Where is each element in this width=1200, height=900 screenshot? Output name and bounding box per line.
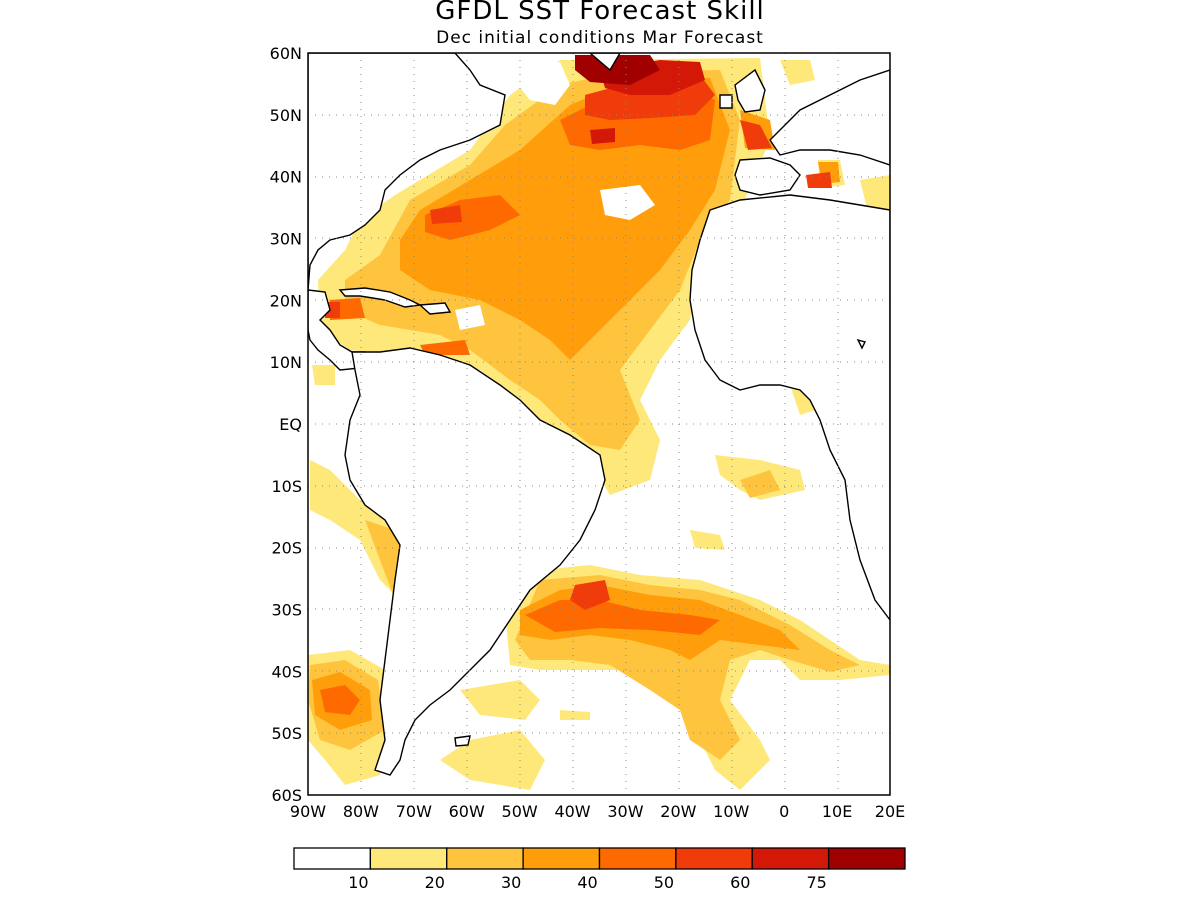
lon-tick-label: 20E xyxy=(875,802,905,821)
lon-tick-label: 10W xyxy=(713,802,749,821)
land-outlines xyxy=(308,53,890,776)
map-subtitle: Dec initial conditions Mar Forecast xyxy=(436,28,764,48)
colorbar-level-label: 10 xyxy=(348,873,368,892)
lat-tick-label: 20N xyxy=(270,291,302,310)
colorbar-swatch xyxy=(827,847,906,870)
lat-tick-label: 40S xyxy=(271,662,302,681)
colorbar-level-label: 30 xyxy=(501,873,521,892)
lat-tick-label: 50S xyxy=(271,724,302,743)
colorbar-swatch xyxy=(369,847,448,870)
lon-tick-label: 50W xyxy=(502,802,538,821)
lon-tick-label: 90W xyxy=(290,802,326,821)
lat-tick-label: EQ xyxy=(279,415,302,434)
map-title: GFDL SST Forecast Skill xyxy=(435,0,765,26)
lon-tick-label: 10E xyxy=(822,802,852,821)
lon-tick-label: 0 xyxy=(779,802,789,821)
lat-tick-label: 10S xyxy=(271,477,302,496)
colorbar-swatch xyxy=(598,847,677,870)
lon-tick-label: 70W xyxy=(396,802,432,821)
colorbar-level-label: 50 xyxy=(654,873,674,892)
lat-tick-label: 60S xyxy=(271,786,302,805)
colorbar-swatch xyxy=(751,847,830,870)
lon-tick-label: 20W xyxy=(660,802,696,821)
lat-tick-label: 30S xyxy=(271,601,302,620)
lat-tick-label: 60N xyxy=(270,44,302,63)
colorbar-swatch xyxy=(446,847,524,870)
lat-tick-label: 40N xyxy=(270,168,302,187)
colorbar-swatch xyxy=(522,847,601,870)
lon-tick-label: 60W xyxy=(449,802,485,821)
grid-lines xyxy=(308,53,890,795)
map-frame xyxy=(307,52,891,796)
lon-tick-label: 80W xyxy=(343,802,379,821)
lon-tick-label: 40W xyxy=(554,802,590,821)
lat-tick-label: 20S xyxy=(271,539,302,558)
latitude-labels: 60N 50N 40N 30N 20N 10N EQ 10S 20S 30S 40S 50S 60S xyxy=(270,44,302,805)
colorbar-level-label: 60 xyxy=(730,873,750,892)
longitude-labels: 90W 80W 70W 60W 50W 40W 30W 20W 10W 0 10E 20E xyxy=(290,802,905,821)
lat-tick-label: 10N xyxy=(270,353,302,372)
lat-tick-label: 30N xyxy=(270,230,302,249)
colorbar-level-label: 20 xyxy=(425,873,445,892)
colorbar-swatch xyxy=(675,847,753,870)
colorbar: 10 20 30 40 50 60 75 xyxy=(293,847,906,892)
colorbar-swatch xyxy=(293,847,372,870)
colorbar-level-label: 40 xyxy=(577,873,597,892)
lon-tick-label: 30W xyxy=(607,802,643,821)
colorbar-level-label: 75 xyxy=(806,873,826,892)
lat-tick-label: 50N xyxy=(270,106,302,125)
